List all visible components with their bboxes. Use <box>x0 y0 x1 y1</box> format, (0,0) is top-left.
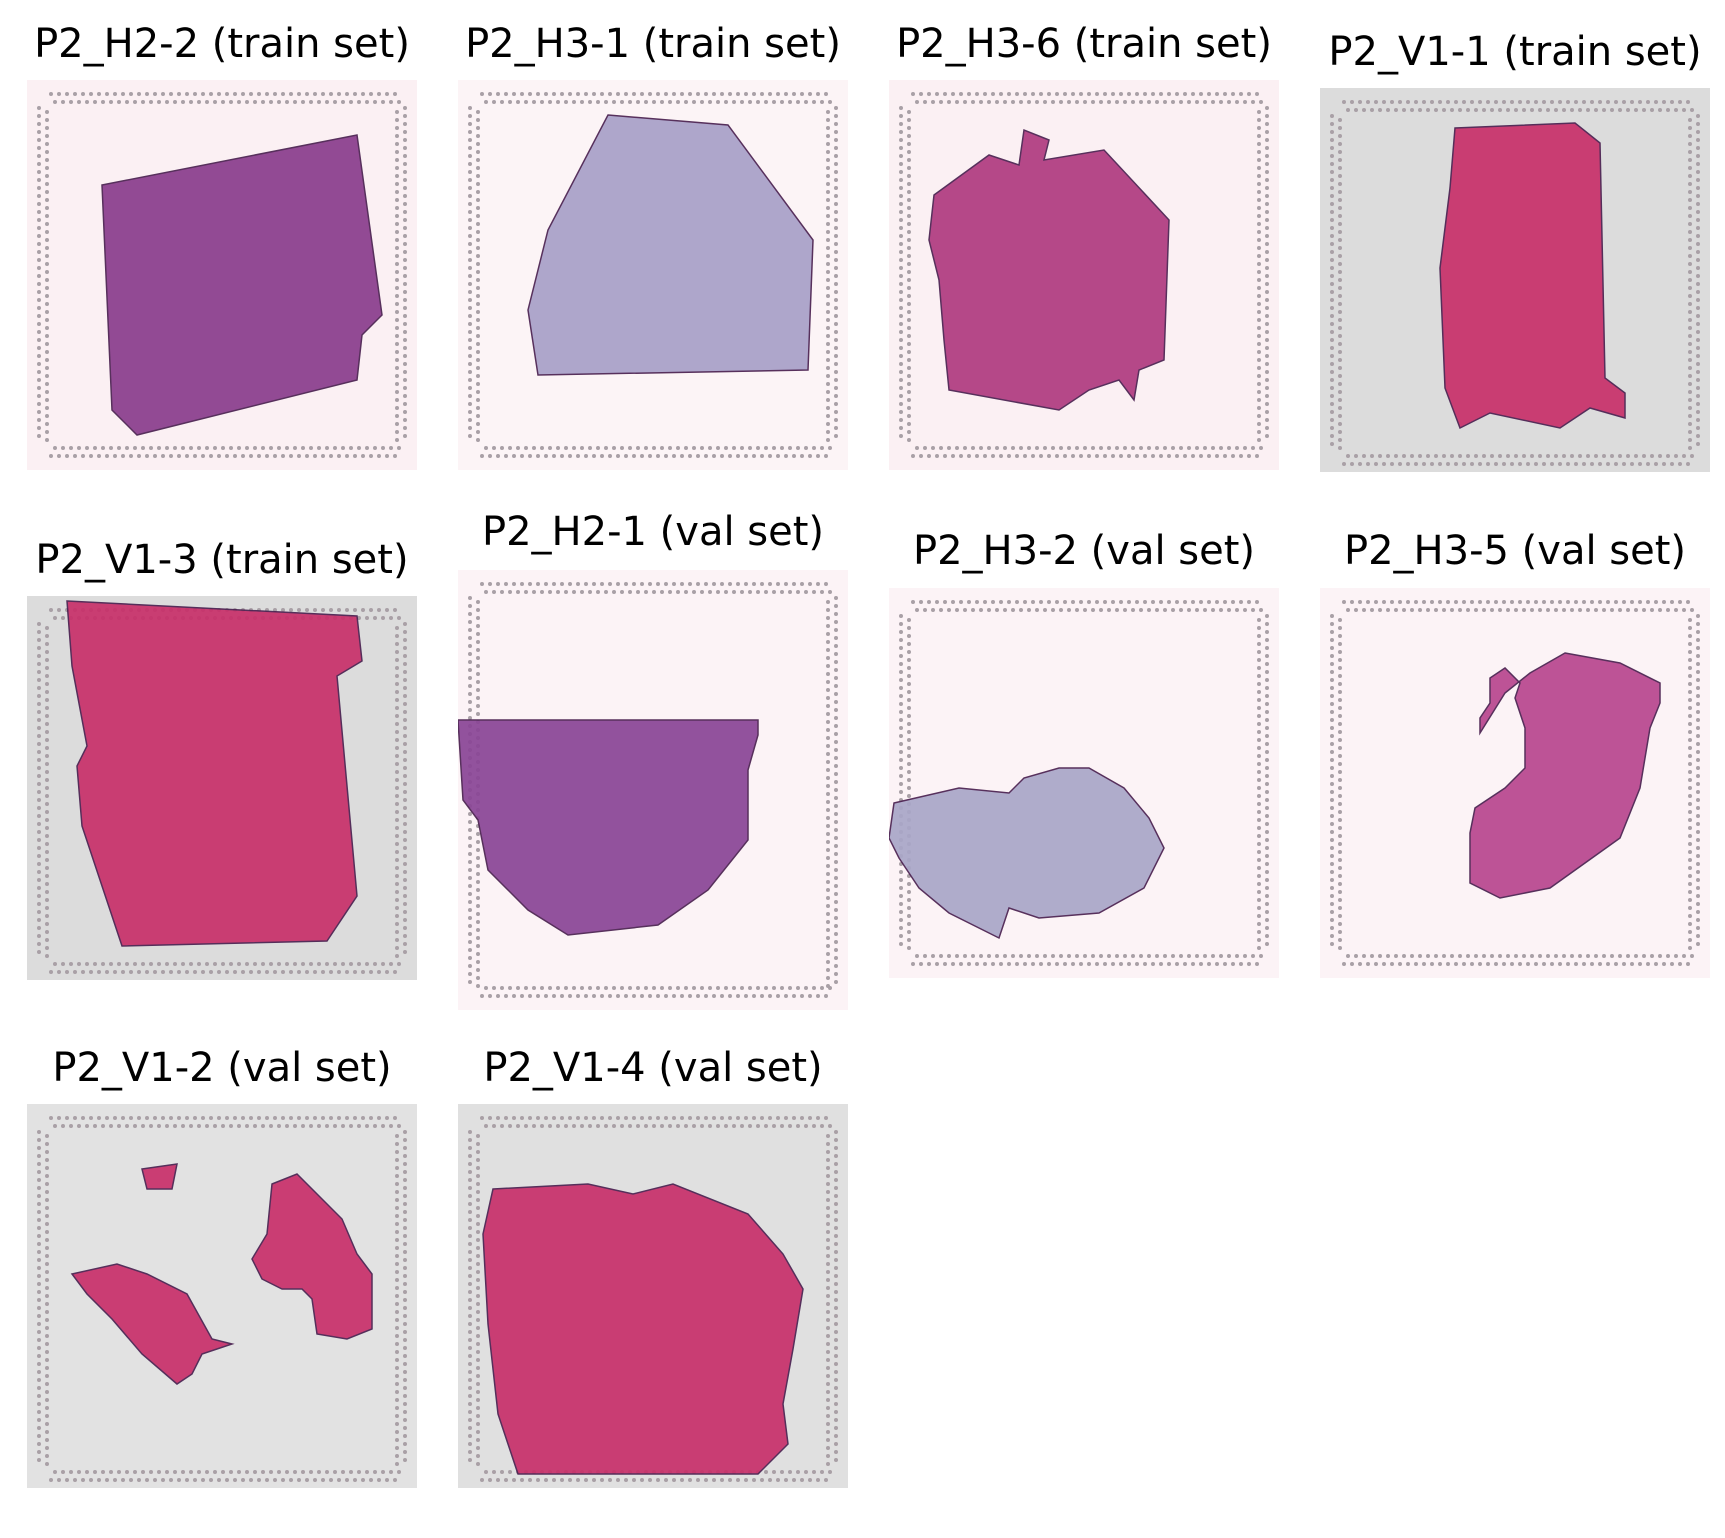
tissue-section <box>1469 652 1661 899</box>
tissue-section <box>70 1163 373 1385</box>
tissue-section <box>928 128 1170 411</box>
slide-fiducial-dots <box>37 1116 407 1482</box>
slide-image <box>1320 88 1710 472</box>
panel-title: P2_H3-5 (val set) <box>1343 528 1687 574</box>
slide-image <box>1320 588 1710 978</box>
slide-image <box>27 80 417 470</box>
slide-fiducial-dots <box>899 92 1269 458</box>
tissue-section <box>66 600 363 947</box>
tissue-section <box>101 134 383 436</box>
panel-title: P2_V1-1 (train set) <box>1328 29 1702 75</box>
panel-title: P2_H2-2 (train set) <box>34 21 410 67</box>
slide-image <box>27 596 417 980</box>
panel-title: P2_H3-1 (train set) <box>465 21 841 67</box>
panel-title: P2_H3-6 (train set) <box>896 21 1272 67</box>
slide-fiducial-dots <box>1330 100 1700 466</box>
panel-title: P2_V1-3 (train set) <box>35 537 409 583</box>
slide-fiducial-dots <box>468 582 838 998</box>
panel-title: P2_H2-1 (val set) <box>481 509 825 555</box>
tissue-section <box>458 719 759 936</box>
panel-title: P2_V1-4 (val set) <box>483 1045 823 1091</box>
tissue-section <box>1439 122 1626 430</box>
panel-title: P2_H3-2 (val set) <box>912 528 1256 574</box>
slide-image <box>889 588 1279 978</box>
slide-fiducial-dots <box>1330 600 1700 966</box>
tissue-section <box>527 114 814 376</box>
slide-image <box>458 1104 848 1488</box>
slide-image <box>458 570 848 1010</box>
slide-image <box>27 1104 417 1488</box>
slide-fiducial-dots <box>468 92 838 458</box>
slide-image <box>458 80 848 470</box>
slide-fiducial-dots <box>37 608 407 974</box>
panel-title: P2_V1-2 (val set) <box>52 1045 392 1091</box>
slide-fiducial-dots <box>899 600 1269 966</box>
tissue-section <box>482 1183 804 1475</box>
slide-fiducial-dots <box>37 92 407 458</box>
slide-image <box>889 80 1279 470</box>
tissue-section <box>889 767 1165 940</box>
